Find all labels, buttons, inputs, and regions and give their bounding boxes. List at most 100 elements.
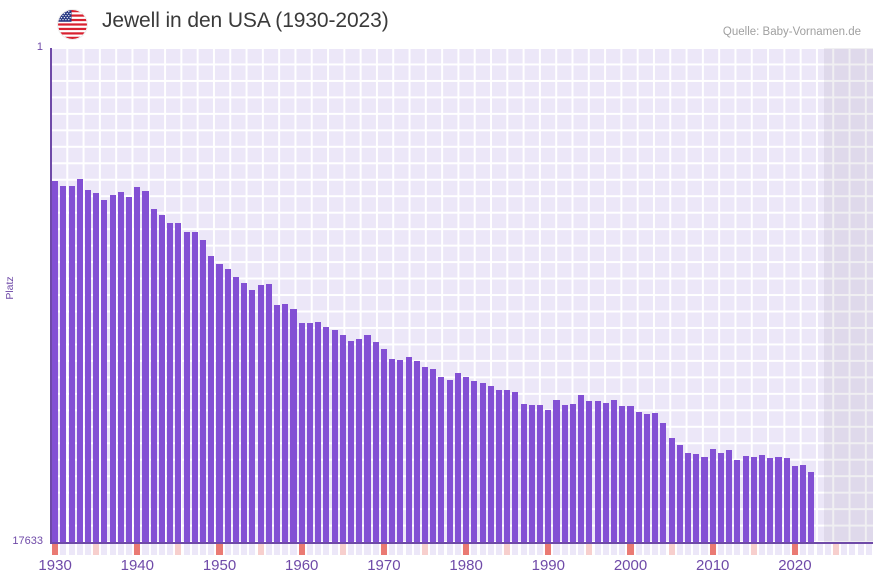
bar-1971[interactable] [389, 358, 396, 542]
bar-1937[interactable] [109, 195, 116, 542]
bar-2005[interactable] [668, 437, 675, 542]
bar-1970[interactable] [380, 348, 387, 542]
bar-1949[interactable] [208, 256, 215, 542]
bar-1989[interactable] [537, 404, 544, 542]
bar-1995[interactable] [586, 401, 593, 542]
x-tick-1989 [537, 544, 544, 555]
bar-2018[interactable] [775, 457, 782, 542]
bar-1956[interactable] [265, 283, 272, 542]
bar-1994[interactable] [578, 394, 585, 542]
bar-2014[interactable] [742, 455, 749, 542]
bar-1988[interactable] [528, 404, 535, 542]
bar-1953[interactable] [241, 283, 248, 542]
bar-1963[interactable] [323, 326, 330, 542]
bar-1986[interactable] [512, 392, 519, 542]
bar-1965[interactable] [339, 335, 346, 542]
bar-1932[interactable] [68, 185, 75, 542]
x-tick-1994 [578, 544, 585, 555]
x-tick-1988 [528, 544, 535, 555]
bar-1957[interactable] [274, 304, 281, 542]
bar-1973[interactable] [405, 357, 412, 542]
bar-1941[interactable] [142, 190, 149, 542]
bar-2013[interactable] [734, 459, 741, 542]
bar-2016[interactable] [758, 455, 766, 542]
bar-1943[interactable] [158, 214, 165, 542]
bar-2020[interactable] [791, 466, 798, 542]
bar-2017[interactable] [767, 457, 774, 542]
bar-1996[interactable] [594, 401, 601, 542]
bar-1999[interactable] [619, 406, 626, 542]
bar-2007[interactable] [685, 452, 692, 542]
bar-2011[interactable] [717, 452, 724, 542]
bar-2002[interactable] [643, 414, 650, 542]
bar-1982[interactable] [479, 383, 486, 542]
bar-2001[interactable] [635, 412, 642, 542]
bar-1974[interactable] [413, 361, 420, 542]
bar-2009[interactable] [701, 457, 708, 542]
bar-1978[interactable] [446, 379, 453, 542]
bar-1951[interactable] [224, 269, 231, 542]
bar-2003[interactable] [652, 413, 659, 542]
bar-1961[interactable] [306, 322, 313, 542]
bar-1981[interactable] [471, 381, 478, 542]
bar-1942[interactable] [150, 209, 157, 542]
bar-1984[interactable] [495, 390, 503, 542]
bar-2019[interactable] [783, 458, 790, 542]
bar-1936[interactable] [101, 200, 108, 542]
bar-1985[interactable] [504, 390, 511, 542]
bar-1945[interactable] [175, 222, 182, 542]
bar-1992[interactable] [561, 405, 568, 542]
bar-1979[interactable] [454, 373, 461, 542]
x-tick-2022 [808, 544, 815, 555]
bar-1930[interactable] [52, 181, 59, 542]
bar-1990[interactable] [545, 409, 552, 542]
bar-1987[interactable] [520, 404, 527, 542]
bar-1972[interactable] [397, 359, 404, 542]
bar-1939[interactable] [126, 197, 133, 542]
x-tick-2015 [750, 544, 757, 555]
bar-1952[interactable] [232, 276, 239, 542]
bar-1940[interactable] [134, 187, 141, 542]
bar-1980[interactable] [463, 376, 470, 542]
bar-1998[interactable] [611, 400, 618, 542]
bar-1948[interactable] [200, 240, 207, 542]
bar-1960[interactable] [298, 323, 305, 542]
bar-1955[interactable] [257, 285, 264, 542]
bar-1968[interactable] [364, 334, 371, 542]
x-tick-1937 [109, 544, 116, 555]
bar-1964[interactable] [331, 329, 338, 542]
bar-1958[interactable] [282, 303, 289, 542]
bar-1991[interactable] [553, 399, 560, 542]
bar-1946[interactable] [183, 231, 190, 542]
bar-2010[interactable] [709, 448, 716, 542]
bar-2015[interactable] [750, 457, 757, 542]
bar-1967[interactable] [356, 338, 363, 542]
bar-1966[interactable] [347, 341, 355, 542]
bar-1938[interactable] [117, 191, 124, 542]
bar-1931[interactable] [60, 186, 67, 542]
bar-1933[interactable] [76, 178, 83, 542]
bar-1950[interactable] [216, 264, 223, 542]
bar-1997[interactable] [602, 403, 609, 542]
bar-1993[interactable] [569, 403, 576, 542]
bar-1954[interactable] [249, 289, 256, 542]
bar-2006[interactable] [676, 445, 683, 542]
bar-2000[interactable] [627, 406, 634, 542]
bar-1959[interactable] [290, 308, 297, 542]
bar-1975[interactable] [421, 367, 429, 542]
bar-1977[interactable] [438, 377, 445, 542]
bar-2012[interactable] [726, 449, 733, 542]
bar-1944[interactable] [167, 223, 174, 542]
bar-1935[interactable] [93, 193, 100, 542]
x-tick-1967 [356, 544, 363, 555]
bar-1969[interactable] [372, 342, 379, 542]
bar-2004[interactable] [660, 423, 667, 542]
bar-2022[interactable] [808, 471, 815, 542]
bar-2008[interactable] [693, 453, 700, 542]
bar-1947[interactable] [191, 231, 198, 542]
bar-1962[interactable] [315, 321, 322, 542]
bar-1934[interactable] [84, 190, 92, 542]
bar-2021[interactable] [800, 464, 807, 542]
bar-1983[interactable] [487, 385, 494, 542]
bar-1976[interactable] [430, 369, 437, 542]
